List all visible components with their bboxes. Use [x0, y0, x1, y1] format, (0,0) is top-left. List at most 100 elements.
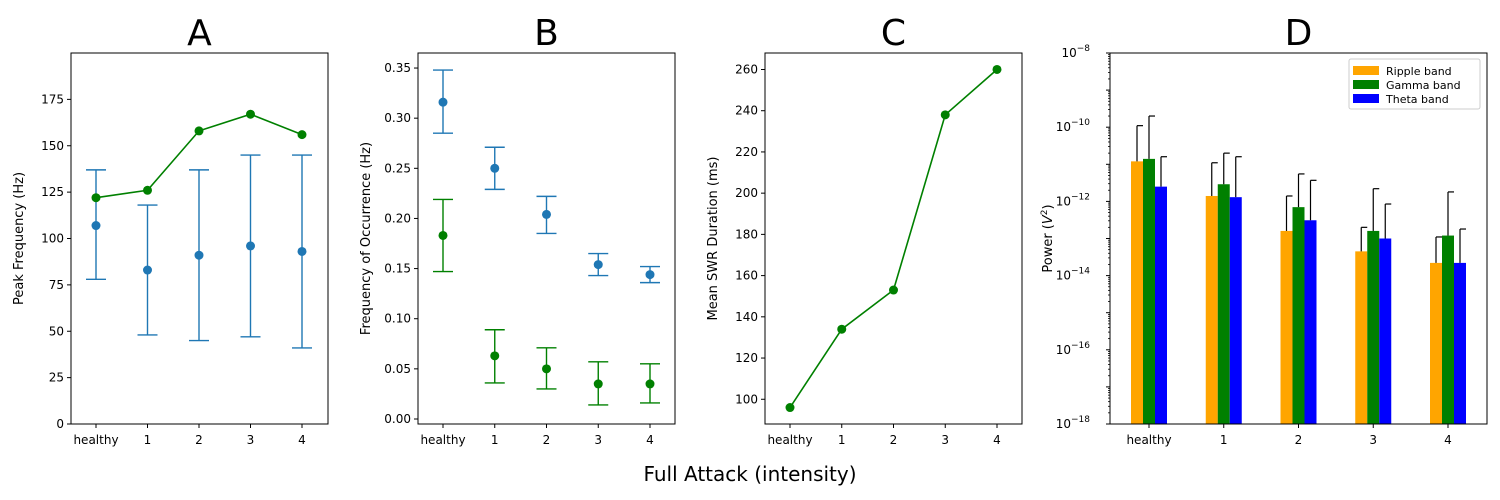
x-tick-label: 4 — [298, 433, 306, 447]
data-point — [246, 109, 255, 119]
data-point — [940, 110, 950, 120]
x-tick-label: 3 — [247, 433, 255, 447]
y-tick-label: 10−18 — [1056, 415, 1091, 431]
data-point — [542, 364, 551, 374]
y-tick-label: 125 — [41, 185, 64, 199]
y-tick-label: 260 — [735, 62, 758, 76]
data-point — [889, 285, 898, 295]
x-tick-label: 3 — [594, 433, 602, 447]
y-tick-label: 0.30 — [384, 111, 411, 125]
data-point — [194, 250, 204, 260]
axes-frame — [70, 52, 329, 425]
bar — [1205, 195, 1218, 424]
x-tick-label: 2 — [890, 433, 898, 447]
bar — [1155, 186, 1167, 424]
x-tick-label: 3 — [941, 433, 949, 447]
x-tick-label: healthy — [1126, 433, 1171, 447]
data-point — [438, 97, 448, 107]
y-tick-label: 10−12 — [1056, 192, 1090, 208]
legend-swatch — [1353, 66, 1379, 75]
legend-box — [1348, 58, 1481, 110]
axes-frame — [764, 52, 1023, 425]
panel-title: D — [1285, 13, 1313, 54]
axes-frame — [1109, 52, 1488, 425]
bar — [1280, 230, 1293, 424]
y-tick-label: 0.25 — [384, 161, 411, 175]
panel-b: B Frequency of Occurrence (Hz) 0.00 0.05 0.1… — [359, 13, 676, 447]
data-point — [297, 130, 307, 140]
panel-d: D Power (V2) 10−18 10−16 10−14 10−12 10−10 10−8… — [1040, 13, 1488, 447]
y-tick-label: 180 — [735, 227, 758, 241]
bar — [1355, 251, 1368, 424]
x-tick-label: 3 — [1369, 433, 1377, 447]
y-tick-label: 0.20 — [384, 211, 411, 225]
legend-swatch — [1353, 80, 1379, 89]
x-tick-label: healthy — [420, 433, 465, 447]
y-tick-label: 100 — [735, 392, 758, 406]
panel-a: A Peak Frequency (Hz) 0 25 50 75 100 125 150 175 h… — [12, 13, 329, 447]
bar — [1304, 220, 1317, 424]
x-tick-label: 2 — [195, 433, 203, 447]
data-point — [143, 265, 152, 275]
data-point — [91, 221, 101, 231]
x-tick-label: 4 — [646, 433, 654, 447]
y-tick-label: 75 — [49, 278, 64, 292]
bar — [1229, 197, 1242, 424]
bar — [1454, 262, 1466, 424]
x-tick-label: 1 — [144, 433, 152, 447]
data-point — [91, 193, 101, 203]
y-tick-label: 0.35 — [384, 61, 411, 75]
y-tick-label: 0.10 — [384, 312, 411, 326]
legend-swatch — [1353, 94, 1379, 103]
y-tick-label: 0.05 — [384, 362, 411, 376]
data-point — [143, 185, 152, 195]
legend-label: Ripple band — [1386, 65, 1452, 78]
x-tick-label: 4 — [1444, 433, 1452, 447]
bar — [1143, 158, 1155, 424]
bar — [1367, 230, 1380, 424]
y-tick-label: 0 — [56, 417, 64, 431]
data-point — [645, 379, 655, 389]
y-axis-label: Frequency of Occurrence (Hz) — [359, 142, 374, 335]
legend-label: Gamma band — [1386, 79, 1461, 92]
legend-label: Theta band — [1385, 93, 1449, 106]
bar — [1292, 207, 1305, 424]
y-tick-label: 140 — [735, 310, 758, 324]
y-axis-label: Peak Frequency (Hz) — [12, 172, 27, 305]
y-tick-label: 0.15 — [384, 262, 411, 276]
data-point — [438, 230, 448, 240]
y-tick-label: 150 — [41, 139, 64, 153]
y-axis-label: Power (V2) — [1040, 204, 1056, 272]
data-point — [542, 209, 551, 219]
x-tick-label: 4 — [993, 433, 1001, 447]
panel-title: A — [187, 13, 212, 54]
axes-frame — [417, 52, 676, 425]
data-point — [194, 126, 204, 136]
bar — [1379, 238, 1392, 424]
bar — [1430, 262, 1442, 424]
data-point — [490, 163, 500, 173]
y-tick-label: 120 — [735, 351, 758, 365]
data-point — [297, 246, 307, 256]
data-point — [785, 403, 795, 413]
x-tick-label: healthy — [73, 433, 118, 447]
y-tick-label: 175 — [41, 92, 64, 106]
y-axis-label: Mean SWR Duration (ms) — [706, 157, 721, 321]
bar — [1442, 235, 1454, 424]
x-tick-label: 2 — [543, 433, 551, 447]
data-point — [837, 324, 847, 334]
data-point — [246, 241, 255, 251]
x-tick-label: healthy — [767, 433, 812, 447]
y-tick-label: 160 — [735, 269, 758, 283]
series-line — [789, 68, 998, 408]
panel-c: C Mean SWR Duration (ms) 100 120 140 160 180 20… — [706, 13, 1023, 447]
y-tick-label: 100 — [41, 232, 64, 246]
bar — [1131, 161, 1143, 425]
data-point — [992, 64, 1002, 74]
data-point — [593, 379, 603, 389]
y-tick-label: 25 — [49, 371, 64, 385]
y-tick-label: 200 — [735, 186, 758, 200]
bar — [1217, 184, 1230, 424]
y-tick-label: 50 — [49, 324, 64, 338]
